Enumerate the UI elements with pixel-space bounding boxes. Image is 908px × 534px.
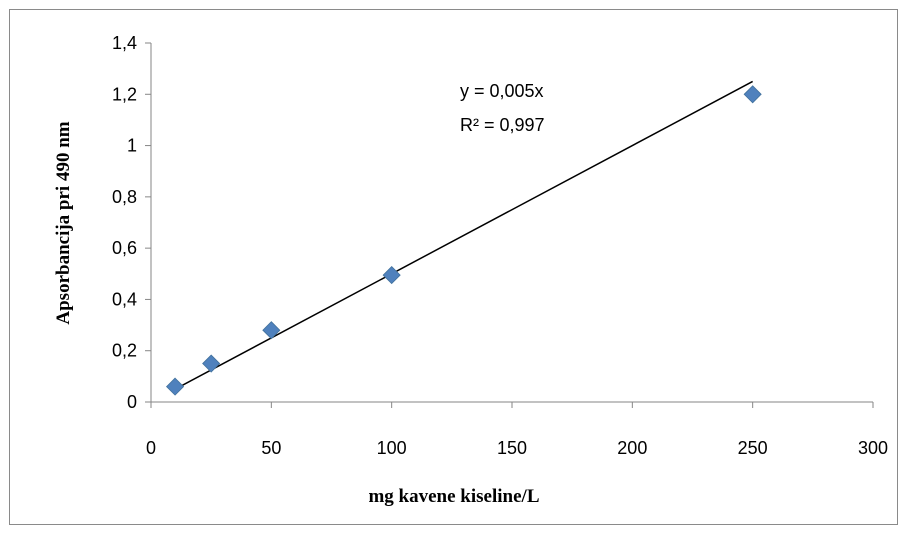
axes: 0 0,2 0,4 0,6 0,8 1 1,2 1,4 0 50 100 150 200 250 300: [112, 33, 888, 458]
x-tick-label: 100: [377, 438, 407, 458]
y-tick-label: 0,2: [112, 341, 137, 361]
data-point-5: [743, 85, 762, 104]
data-point-3: [262, 321, 281, 340]
y-tick-label: 1,4: [112, 33, 137, 53]
y-tick-label: 0,4: [112, 289, 137, 309]
x-tick-label: 250: [738, 438, 768, 458]
data-point-1: [166, 377, 185, 396]
x-axis-title: mg kavene kiseline/L: [368, 486, 539, 507]
x-tick-label: 50: [261, 438, 281, 458]
y-tick-label: 0: [127, 392, 137, 412]
trendline-equation: y = 0,005x: [460, 81, 544, 101]
y-tick-label: 0,6: [112, 238, 137, 258]
x-tick-label: 150: [497, 438, 527, 458]
r-squared-label: R² = 0,997: [460, 115, 545, 135]
x-tick-label: 0: [146, 438, 156, 458]
y-axis-title: Apsorbancija pri 490 nm: [53, 121, 74, 324]
y-tick-label: 1,2: [112, 84, 137, 104]
y-tick-label: 1: [127, 136, 137, 156]
data-points-layer: [166, 85, 762, 396]
x-tick-label: 300: [858, 438, 888, 458]
data-point-2: [202, 354, 221, 373]
y-tick-label: 0,8: [112, 187, 137, 207]
data-point-4: [382, 266, 401, 285]
x-tick-label: 200: [617, 438, 647, 458]
